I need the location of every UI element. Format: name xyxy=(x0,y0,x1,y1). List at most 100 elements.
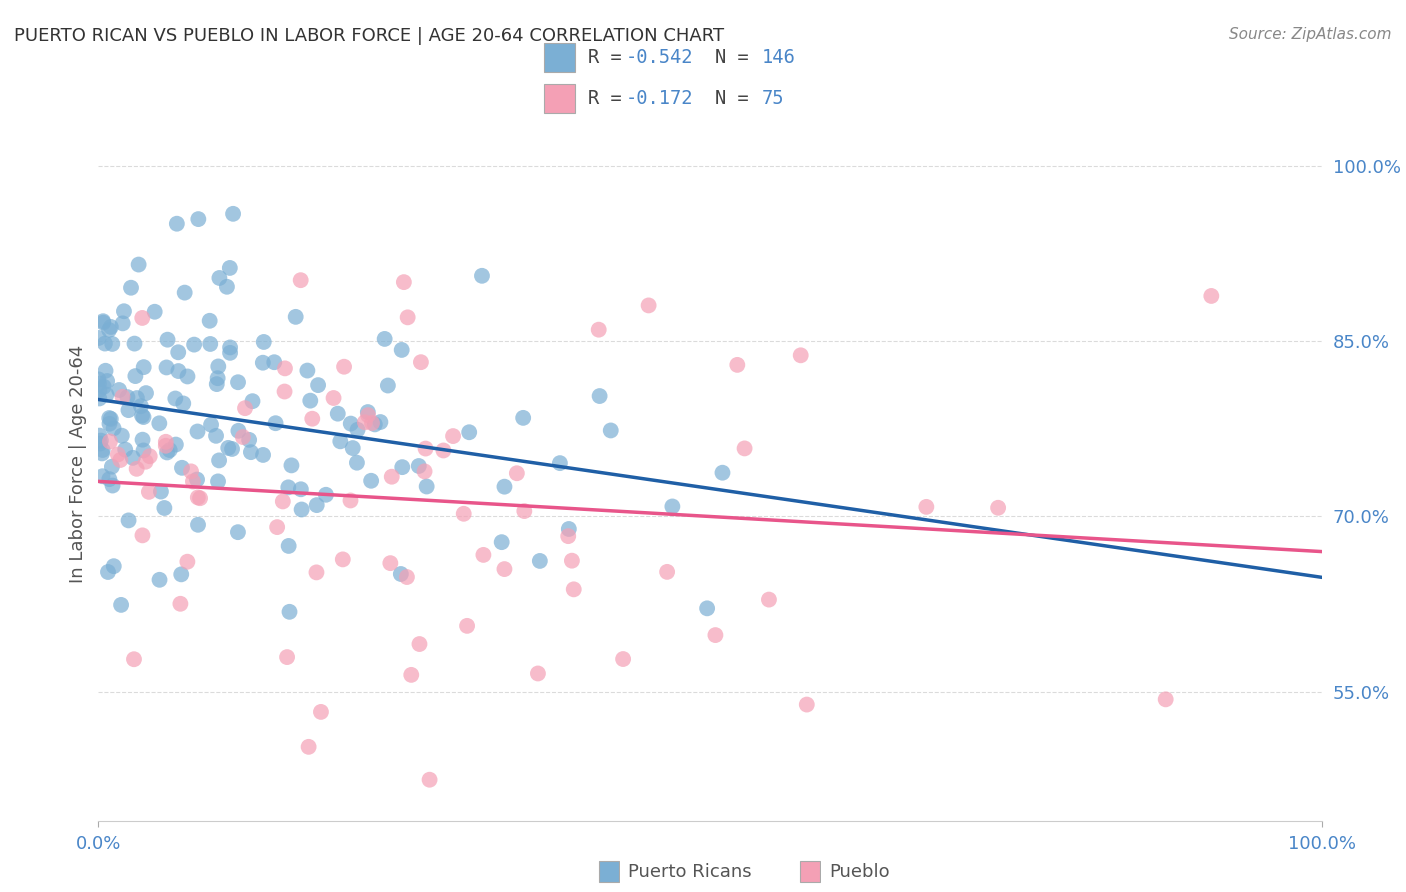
Point xyxy=(129,399,152,413)
Point xyxy=(91,314,114,328)
Point xyxy=(280,458,302,473)
Point xyxy=(274,361,297,376)
Point xyxy=(173,285,195,300)
Point xyxy=(218,260,240,275)
Point xyxy=(187,491,209,505)
Point xyxy=(98,411,121,425)
Point xyxy=(271,494,294,508)
Point xyxy=(512,410,534,425)
Point xyxy=(301,411,323,425)
Point xyxy=(148,573,170,587)
Point xyxy=(183,337,205,351)
Point xyxy=(374,332,396,346)
Point xyxy=(165,392,187,406)
Point xyxy=(170,460,193,475)
Point xyxy=(305,566,328,580)
Point xyxy=(506,467,529,481)
Point xyxy=(408,458,430,473)
Point xyxy=(277,539,299,553)
Point xyxy=(124,336,146,351)
Point xyxy=(284,310,307,324)
Point xyxy=(108,383,131,397)
Point xyxy=(188,491,211,506)
Point xyxy=(232,430,254,444)
Point xyxy=(120,281,142,295)
Point xyxy=(357,408,380,422)
Point xyxy=(89,436,111,450)
Point xyxy=(491,535,513,549)
Point xyxy=(97,565,120,579)
Point xyxy=(93,380,115,394)
Point xyxy=(758,592,780,607)
Point xyxy=(169,597,191,611)
Text: N =: N = xyxy=(714,89,759,108)
Point xyxy=(704,628,727,642)
Point xyxy=(143,304,166,318)
Point xyxy=(101,478,124,492)
Point xyxy=(432,443,454,458)
Point xyxy=(458,425,481,440)
Point xyxy=(198,314,221,328)
Point xyxy=(107,447,129,461)
Point xyxy=(561,554,583,568)
Point xyxy=(796,698,818,712)
Point xyxy=(339,417,361,431)
Point xyxy=(91,469,114,483)
Point xyxy=(155,360,177,375)
Point xyxy=(98,434,121,449)
Point xyxy=(132,443,155,458)
Point xyxy=(361,416,384,430)
Point xyxy=(170,567,193,582)
Point xyxy=(132,360,155,375)
Point xyxy=(307,378,329,392)
Point xyxy=(987,500,1010,515)
Point xyxy=(111,390,134,404)
Point xyxy=(205,429,228,443)
Point xyxy=(264,416,287,430)
Point xyxy=(91,446,114,460)
Point xyxy=(125,391,148,405)
Point xyxy=(413,464,436,478)
Point xyxy=(471,268,494,283)
Point xyxy=(242,394,264,409)
Point xyxy=(111,428,134,442)
Bar xyxy=(800,861,820,882)
Point xyxy=(187,212,209,227)
Point xyxy=(114,442,136,457)
Point xyxy=(117,403,139,417)
Point xyxy=(117,513,139,527)
Point xyxy=(124,369,146,384)
Point xyxy=(305,498,328,512)
Point xyxy=(159,443,181,458)
Point xyxy=(228,424,250,438)
Point xyxy=(353,415,375,429)
Point xyxy=(380,556,402,570)
Text: Puerto Ricans: Puerto Ricans xyxy=(628,863,752,881)
Point xyxy=(391,343,413,357)
Point xyxy=(513,504,536,518)
Point xyxy=(87,331,110,345)
Point xyxy=(266,520,288,534)
Point xyxy=(222,207,245,221)
Point xyxy=(135,455,157,469)
Point xyxy=(494,480,516,494)
Point xyxy=(238,433,260,447)
Point xyxy=(562,582,585,597)
Point xyxy=(297,363,319,377)
Point xyxy=(299,393,322,408)
Point xyxy=(453,507,475,521)
Point xyxy=(87,376,110,391)
Point xyxy=(364,417,387,432)
Point xyxy=(167,345,190,359)
Y-axis label: In Labor Force | Age 20-64: In Labor Force | Age 20-64 xyxy=(69,344,87,583)
Text: R =: R = xyxy=(588,89,633,108)
Point xyxy=(415,479,437,493)
Point xyxy=(239,445,262,459)
Point xyxy=(90,434,112,448)
Point xyxy=(558,522,581,536)
Point xyxy=(165,437,187,451)
Point xyxy=(346,456,368,470)
Point xyxy=(333,359,356,374)
Point xyxy=(915,500,938,514)
Point xyxy=(1154,692,1177,706)
